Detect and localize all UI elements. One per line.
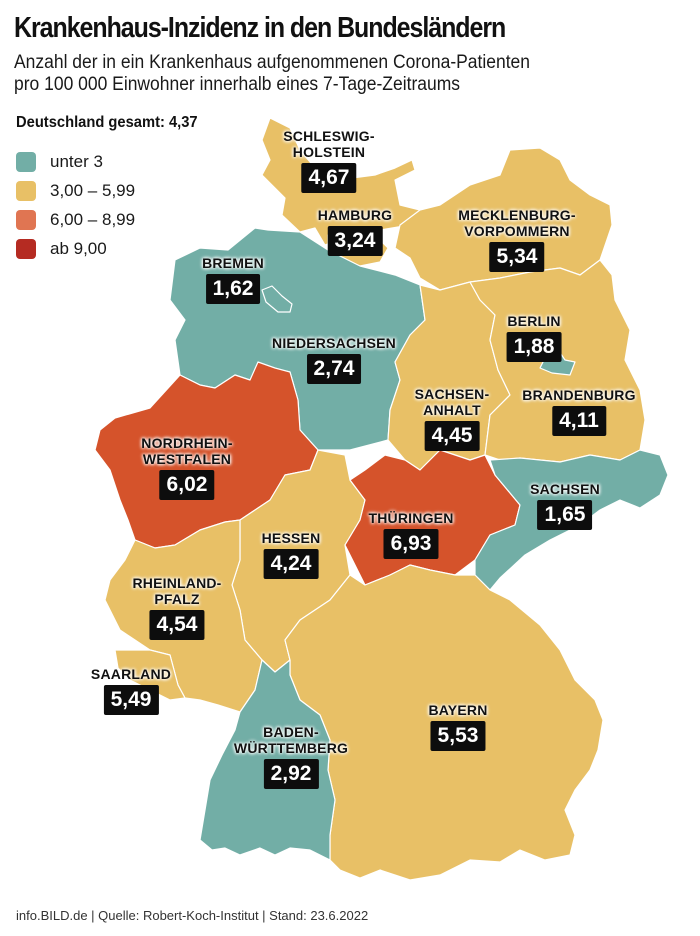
- state-value: 1,88: [506, 332, 562, 362]
- label-rheinland-pfalz: RHEINLAND- PFALZ 4,54: [132, 575, 221, 640]
- legend-swatch: [16, 180, 36, 201]
- state-value: 4,67: [301, 163, 357, 193]
- label-hessen: HESSEN 4,24: [262, 530, 321, 579]
- label-sachsen: SACHSEN 1,65: [530, 481, 600, 530]
- label-schleswig-holstein: SCHLESWIG- HOLSTEIN 4,67: [283, 128, 375, 193]
- state-value: 4,45: [424, 421, 480, 451]
- label-berlin: BERLIN 1,88: [506, 313, 562, 362]
- state-name: THÜRINGEN: [368, 510, 454, 526]
- chart-title: Krankenhaus-Inzidenz in den Bundesländer…: [14, 12, 506, 44]
- state-name: BERLIN: [507, 313, 561, 329]
- legend-label: ab 9,00: [50, 238, 107, 258]
- state-name: WESTFALEN: [142, 451, 232, 467]
- state-name: SACHSEN-: [414, 386, 490, 402]
- state-value: 6,02: [159, 470, 215, 500]
- legend-swatch: [16, 238, 36, 259]
- state-name: MECKLENBURG-: [458, 207, 576, 223]
- legend-swatch: [16, 151, 36, 172]
- label-bayern: BAYERN 5,53: [428, 702, 487, 751]
- state-name: HOLSTEIN: [292, 144, 366, 160]
- state-name: BAYERN: [428, 702, 488, 718]
- label-mecklenburg: MECKLENBURG- VORPOMMERN 5,34: [458, 207, 576, 272]
- state-name: BREMEN: [202, 255, 264, 271]
- region-bremen: [261, 285, 293, 313]
- state-value: 2,92: [263, 759, 319, 789]
- label-thueringen: THÜRINGEN 6,93: [368, 510, 453, 559]
- state-name: SAARLAND: [90, 666, 172, 682]
- state-value: 4,54: [149, 610, 205, 640]
- state-value: 6,93: [383, 529, 439, 559]
- legend-item: ab 9,00: [16, 234, 135, 263]
- state-value: 2,74: [306, 354, 362, 384]
- subtitle-line-1: Anzahl der in ein Krankenhaus aufgenomme…: [14, 52, 531, 73]
- legend: unter 3 3,00 – 5,99 6,00 – 8,99 ab 9,00: [16, 147, 135, 263]
- chart-subtitle: Anzahl der in ein Krankenhaus aufgenomme…: [14, 52, 530, 96]
- legend-swatch: [16, 209, 36, 230]
- state-name: ANHALT: [423, 402, 481, 418]
- state-name: HAMBURG: [317, 207, 393, 223]
- label-saarland: SAARLAND 5,49: [91, 666, 171, 715]
- state-name: PFALZ: [154, 591, 200, 607]
- state-value: 4,11: [552, 406, 606, 436]
- legend-item: unter 3: [16, 147, 135, 176]
- state-name: SACHSEN: [530, 481, 600, 497]
- source-footer: info.BILD.de | Quelle: Robert-Koch-Insti…: [16, 908, 369, 923]
- region-saarland: [114, 649, 186, 701]
- label-niedersachsen: NIEDERSACHSEN 2,74: [272, 335, 396, 384]
- legend-label: 3,00 – 5,99: [50, 180, 136, 200]
- state-name: RHEINLAND-: [132, 575, 222, 591]
- label-hamburg: HAMBURG 3,24: [318, 207, 393, 256]
- label-sachsen-anhalt: SACHSEN- ANHALT 4,45: [415, 386, 490, 451]
- label-baden-wuerttemberg: BADEN- WÜRTTEMBERG 2,92: [234, 724, 348, 789]
- legend-item: 3,00 – 5,99: [16, 176, 135, 205]
- state-name: HESSEN: [261, 530, 321, 546]
- state-name: NIEDERSACHSEN: [272, 335, 396, 351]
- legend-item: 6,00 – 8,99: [16, 205, 135, 234]
- subtitle-line-2: pro 100 000 Einwohner innerhalb eines 7-…: [14, 74, 461, 95]
- state-name: BRANDENBURG: [522, 387, 636, 403]
- legend-label: unter 3: [50, 151, 103, 171]
- state-value: 5,49: [103, 685, 159, 715]
- state-value: 1,65: [537, 500, 593, 530]
- state-name: BADEN-: [263, 724, 319, 740]
- state-value: 1,62: [205, 274, 261, 304]
- state-name: WÜRTTEMBERG: [233, 740, 349, 756]
- state-value: 5,53: [430, 721, 486, 751]
- label-nrw: NORDRHEIN- WESTFALEN 6,02: [141, 435, 233, 500]
- state-name: SCHLESWIG-: [283, 128, 375, 144]
- state-value: 5,34: [489, 242, 545, 272]
- state-value: 4,24: [263, 549, 319, 579]
- legend-label: 6,00 – 8,99: [50, 209, 136, 229]
- state-value: 3,24: [327, 226, 383, 256]
- region-mecklenburg: [394, 147, 613, 291]
- state-name: VORPOMMERN: [464, 223, 570, 239]
- label-bremen: BREMEN 1,62: [202, 255, 264, 304]
- label-brandenburg: BRANDENBURG 4,11: [522, 387, 636, 436]
- germany-total: Deutschland gesamt: 4,37: [16, 114, 198, 131]
- state-name: NORDRHEIN-: [141, 435, 233, 451]
